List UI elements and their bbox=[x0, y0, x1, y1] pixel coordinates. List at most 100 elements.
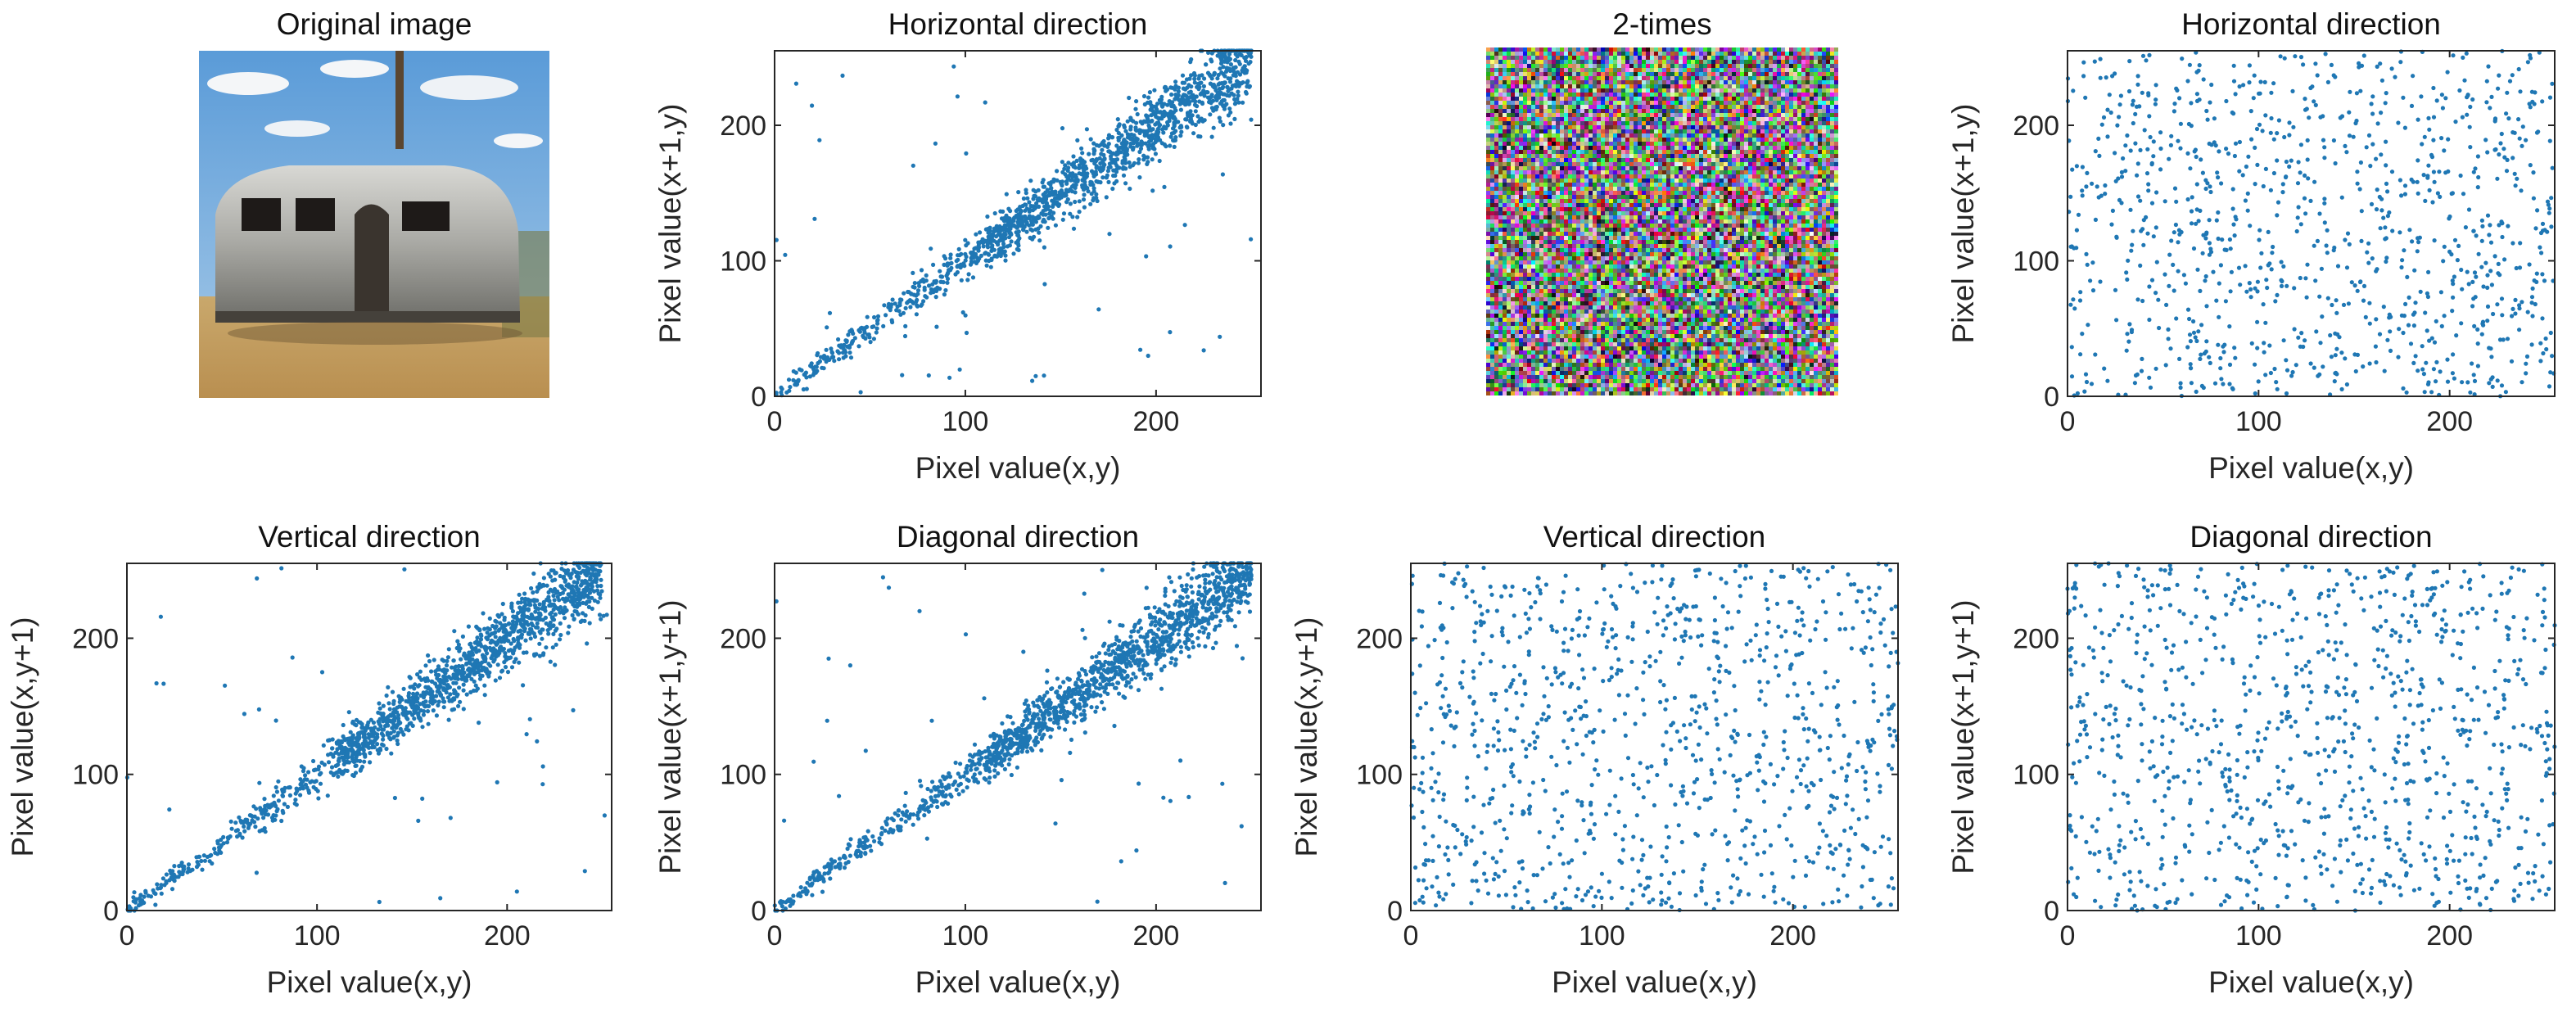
scatter-point bbox=[2463, 225, 2468, 230]
scatter-point bbox=[2462, 78, 2467, 83]
scatter-point bbox=[1202, 585, 1207, 590]
scatter-point bbox=[919, 784, 924, 789]
scatter-point bbox=[847, 663, 852, 668]
scatter-point bbox=[242, 712, 246, 716]
scatter-point bbox=[1086, 189, 1091, 194]
scatter-point bbox=[1080, 627, 1085, 632]
scatter-point bbox=[1050, 189, 1055, 194]
scatter-point bbox=[1008, 209, 1013, 214]
scatter-point bbox=[438, 896, 443, 901]
scatter-point bbox=[547, 623, 553, 628]
scatter-point bbox=[919, 268, 924, 273]
scatter-point bbox=[387, 707, 392, 712]
scatter-point bbox=[793, 81, 799, 86]
scatter-point bbox=[2083, 372, 2089, 377]
scatter-point bbox=[1158, 138, 1163, 142]
scatter-point bbox=[495, 653, 500, 658]
scatter-point bbox=[276, 798, 281, 803]
scatter-point bbox=[527, 626, 533, 631]
scatter-point bbox=[1055, 169, 1060, 174]
scatter-point bbox=[903, 812, 908, 817]
scatter-point bbox=[1174, 599, 1179, 604]
scatter-point bbox=[929, 795, 933, 800]
scatter-point bbox=[398, 697, 403, 702]
scatter-point bbox=[2499, 296, 2505, 301]
scatter-point bbox=[549, 603, 554, 608]
scatter-point bbox=[553, 571, 558, 576]
scatter-point bbox=[1082, 192, 1087, 197]
scatter-point bbox=[271, 793, 276, 798]
scatter-point bbox=[1173, 602, 1177, 607]
scatter-point bbox=[377, 716, 382, 721]
scatter-point bbox=[295, 789, 300, 793]
scatter-point bbox=[454, 664, 459, 669]
scatter-point bbox=[2520, 300, 2524, 305]
scatter-point bbox=[1135, 143, 1140, 148]
scatter-point bbox=[363, 740, 368, 745]
scatter-point bbox=[2284, 159, 2289, 165]
scatter-point bbox=[1136, 629, 1141, 634]
scatter-point bbox=[1168, 143, 1173, 148]
scatter-point bbox=[2510, 306, 2515, 311]
scatter-point bbox=[334, 770, 339, 775]
scatter-point bbox=[1072, 702, 1077, 707]
scatter-point bbox=[1094, 654, 1099, 659]
scatter-point bbox=[810, 103, 815, 108]
scatter-point bbox=[2232, 233, 2237, 238]
scatter-point bbox=[1111, 168, 1116, 173]
scatter-point bbox=[568, 576, 573, 581]
scatter-point bbox=[1185, 125, 1190, 130]
scatter-point bbox=[2105, 107, 2110, 112]
scatter-point bbox=[540, 606, 545, 611]
scatter-point bbox=[1131, 147, 1136, 152]
scatter-point bbox=[1107, 619, 1112, 624]
scatter-point bbox=[346, 710, 351, 715]
scatter-point bbox=[1157, 648, 1162, 653]
scatter-point bbox=[544, 645, 549, 650]
scatter-point bbox=[273, 813, 278, 818]
scatter-point bbox=[1085, 680, 1090, 685]
scatter-point bbox=[990, 753, 995, 757]
scatter-point bbox=[983, 227, 988, 232]
original-image-title: Original image bbox=[277, 7, 472, 41]
scatter-point bbox=[2458, 173, 2463, 179]
scatter-point bbox=[978, 230, 983, 235]
scatter-point bbox=[2292, 286, 2297, 291]
scatter-point bbox=[1202, 118, 1207, 123]
y-tick-label: 0 bbox=[751, 382, 766, 413]
y-tick-label: 0 bbox=[103, 896, 119, 927]
scatter-point bbox=[2129, 248, 2134, 253]
scatter-point bbox=[953, 760, 958, 766]
scatter-point bbox=[2259, 251, 2264, 255]
scatter-point bbox=[1167, 634, 1172, 639]
scatter-point bbox=[1112, 675, 1117, 680]
scatter-point bbox=[976, 248, 981, 253]
scatter-point bbox=[432, 658, 436, 662]
scatter-point bbox=[1200, 100, 1204, 105]
scatter-point bbox=[1114, 657, 1119, 662]
x-axis-label: Pixel value(x,y) bbox=[267, 965, 472, 999]
scatter-point bbox=[494, 624, 499, 629]
scatter-point bbox=[923, 294, 928, 299]
scatter-point bbox=[999, 757, 1004, 762]
scatter-point bbox=[1149, 135, 1154, 140]
scatter-point bbox=[1162, 184, 1167, 189]
scatter-point bbox=[2411, 323, 2416, 328]
scatter-point bbox=[386, 685, 391, 690]
scatter-point bbox=[1023, 743, 1028, 749]
scatter-point bbox=[926, 373, 931, 378]
scatter-point bbox=[381, 703, 386, 708]
scatter-point bbox=[1139, 139, 1144, 144]
scatter-point bbox=[251, 820, 257, 825]
scatter-point bbox=[2397, 327, 2402, 332]
scatter-point bbox=[2367, 301, 2372, 305]
scatter-point bbox=[529, 621, 534, 626]
scatter-point bbox=[1152, 605, 1157, 610]
scatter-point bbox=[1055, 178, 1060, 183]
scatter-point bbox=[414, 691, 420, 696]
scatter-point bbox=[2191, 330, 2197, 335]
scatter-point bbox=[1229, 617, 1234, 622]
scatter-point bbox=[364, 743, 368, 748]
scatter-point bbox=[597, 612, 603, 617]
scatter-point bbox=[1204, 572, 1209, 578]
